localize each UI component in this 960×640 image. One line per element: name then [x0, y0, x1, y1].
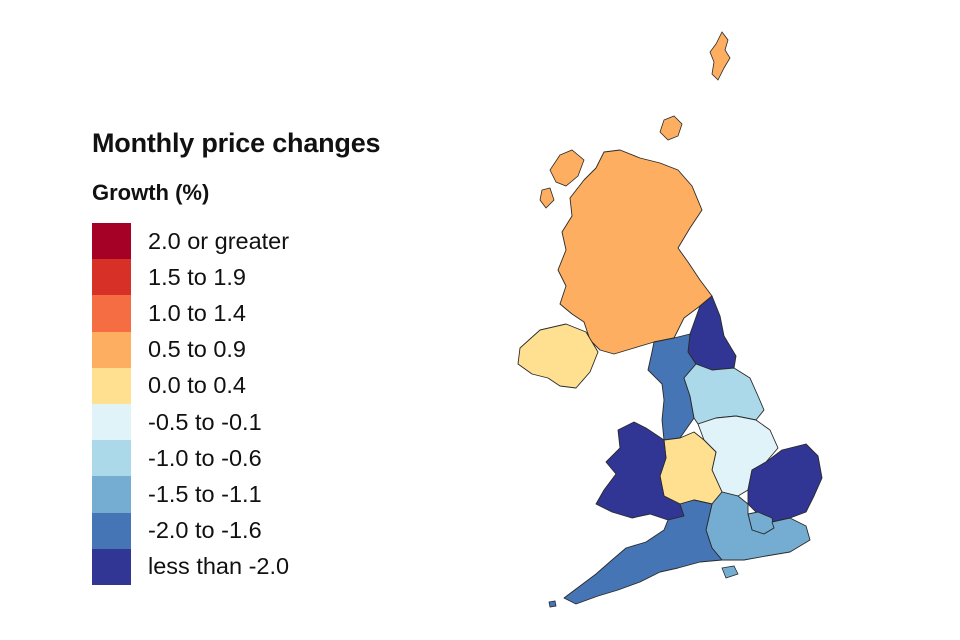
orkney-islands — [659, 115, 683, 141]
legend-label: -1.0 to -0.6 — [148, 444, 262, 471]
legend-swatch — [92, 476, 131, 513]
legend-swatch — [92, 331, 131, 368]
region-yorkshire — [683, 363, 765, 425]
legend-swatch — [92, 259, 131, 296]
legend-label: -0.5 to -0.1 — [148, 408, 262, 435]
region-east-of-england — [747, 443, 823, 523]
legend-item: -0.5 to -0.1 — [92, 403, 372, 441]
legend-item: 1.0 to 1.4 — [92, 295, 372, 332]
shetland-islands — [709, 31, 731, 81]
legend-label: 0.0 to 0.4 — [148, 372, 246, 399]
scilly-islands — [548, 600, 557, 608]
legend-swatch — [92, 295, 131, 332]
legend-title: Monthly price changes — [92, 128, 381, 158]
legend-item: 2.0 or greater — [92, 223, 372, 260]
hebrides-islands — [549, 149, 585, 187]
legend: 2.0 or greater 1.5 to 1.9 1.0 to 1.4 0.5… — [92, 223, 372, 585]
legend-label: -1.5 to -1.1 — [148, 480, 262, 507]
legend-swatch — [92, 440, 131, 477]
region-south-west — [563, 499, 723, 605]
legend-swatch — [92, 367, 131, 404]
legend-label: 1.0 to 1.4 — [148, 299, 246, 326]
legend-item: 0.0 to 0.4 — [92, 367, 372, 404]
uk-region-map — [517, 31, 823, 608]
legend-label: less than -2.0 — [148, 553, 290, 580]
hebrides-islands-south — [539, 187, 555, 209]
legend-item: less than -2.0 — [92, 548, 372, 585]
legend-label: -2.0 to -1.6 — [148, 517, 262, 544]
legend-item: -1.0 to -0.6 — [92, 440, 372, 477]
legend-swatch — [92, 512, 131, 549]
legend-item: 0.5 to 0.9 — [92, 331, 372, 368]
region-scotland — [557, 149, 713, 355]
legend-label: 1.5 to 1.9 — [148, 263, 246, 290]
legend-item: 1.5 to 1.9 — [92, 259, 372, 296]
region-northern-ireland — [517, 323, 599, 389]
legend-subtitle: Growth (%) — [92, 180, 210, 205]
isle-of-wight — [721, 565, 739, 579]
legend-swatch — [92, 548, 131, 585]
legend-item: -2.0 to -1.6 — [92, 512, 372, 549]
legend-label: 2.0 or greater — [148, 227, 290, 254]
legend-item: -1.5 to -1.1 — [92, 476, 372, 513]
region-north-west — [647, 333, 697, 441]
legend-label: 0.5 to 0.9 — [148, 336, 246, 363]
legend-swatch — [92, 223, 131, 260]
legend-swatch — [92, 403, 131, 441]
